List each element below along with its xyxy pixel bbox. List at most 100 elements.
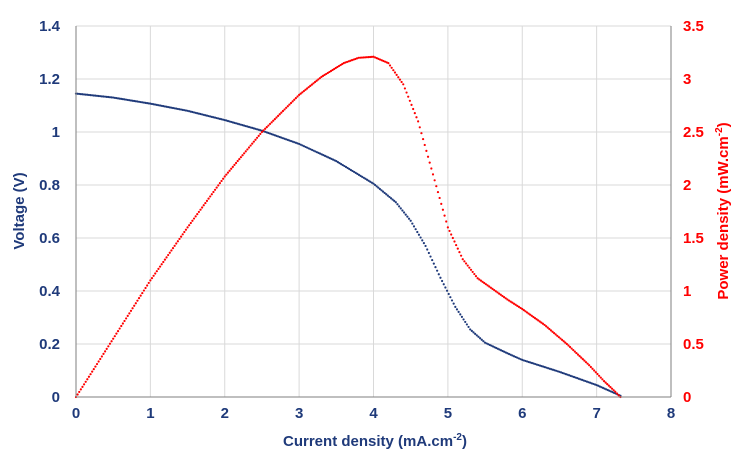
power-density-point <box>328 70 331 74</box>
voltage-point <box>377 186 380 189</box>
power-density-point <box>333 67 336 71</box>
voltage-point <box>455 308 459 311</box>
power-density-point <box>125 317 128 320</box>
power-density-point <box>176 240 179 243</box>
power-density-point <box>213 188 217 191</box>
power-density-point <box>586 362 589 365</box>
power-density-point <box>118 327 121 330</box>
power-density-point <box>383 60 387 63</box>
power-density-point <box>493 288 496 292</box>
power-density-point <box>152 274 155 277</box>
power-density-point <box>196 213 199 216</box>
power-density-point <box>94 365 97 368</box>
power-density-point <box>120 324 123 328</box>
y-right-tick-label: 1 <box>683 283 691 300</box>
voltage-point <box>369 180 372 183</box>
voltage-point <box>131 99 134 102</box>
voltage-point <box>375 185 378 188</box>
power-density-point <box>318 77 321 80</box>
y-left-tick-label: 0.2 <box>39 336 60 353</box>
y-right-axis-title-sup: -2 <box>714 127 725 136</box>
power-density-point <box>207 197 210 200</box>
voltage-point <box>432 262 435 265</box>
voltage-point <box>349 168 352 172</box>
voltage-point <box>146 102 149 105</box>
power-density-point <box>522 309 525 312</box>
power-density-point <box>259 132 262 136</box>
voltage-point <box>129 99 133 102</box>
power-density-point <box>137 297 141 300</box>
voltage-point <box>78 92 81 96</box>
voltage-point <box>427 251 430 255</box>
power-density-point <box>179 235 183 238</box>
voltage-point <box>506 352 509 355</box>
power-density-point <box>210 193 213 196</box>
power-density-point <box>304 88 307 91</box>
power-density-point <box>278 113 281 116</box>
voltage-point <box>365 178 369 181</box>
power-density-point <box>155 270 158 273</box>
power-density-point <box>388 64 392 67</box>
power-density-point <box>565 342 568 346</box>
x-tick-label: 8 <box>667 405 675 422</box>
voltage-point <box>139 100 142 104</box>
voltage-point <box>459 313 462 316</box>
voltage-point <box>92 94 95 97</box>
x-axis-title: Current density (mA.cm-2) <box>283 432 467 450</box>
power-density-point <box>433 179 436 182</box>
voltage-point <box>399 207 402 210</box>
power-density-point <box>283 108 286 111</box>
power-density-point <box>610 387 614 390</box>
power-density-point <box>342 62 345 65</box>
power-density-point <box>197 210 200 214</box>
power-density-point <box>408 99 411 102</box>
voltage-point <box>391 198 394 201</box>
power-density-point <box>548 327 551 331</box>
power-density-point <box>420 132 423 135</box>
voltage-point <box>450 299 454 302</box>
power-density-point <box>334 66 337 70</box>
power-density-point <box>209 195 212 198</box>
power-density-point <box>570 347 573 350</box>
power-density-point <box>421 137 425 141</box>
voltage-point <box>467 325 470 329</box>
power-density-point <box>270 121 273 124</box>
voltage-point <box>112 96 115 99</box>
power-density-point <box>601 378 604 381</box>
power-density-point <box>354 57 357 61</box>
power-density-point <box>97 360 100 363</box>
power-density-point <box>186 226 189 229</box>
power-density-point <box>474 275 478 278</box>
power-density-point <box>89 373 92 376</box>
power-density-point <box>192 217 196 220</box>
power-density-point <box>459 254 463 257</box>
voltage-point <box>511 354 514 357</box>
voltage-point <box>426 248 429 251</box>
power-density-point <box>267 124 270 127</box>
voltage-point <box>335 160 338 163</box>
power-density-point <box>506 298 509 301</box>
voltage-point <box>465 323 468 326</box>
power-density-point <box>606 383 609 386</box>
power-density-point <box>573 350 576 353</box>
power-density-point <box>150 276 154 280</box>
power-density-point <box>456 247 459 250</box>
voltage-point <box>351 169 354 173</box>
power-density-point <box>299 92 302 95</box>
power-density-point <box>230 167 233 170</box>
voltage-point <box>116 97 120 100</box>
voltage-point <box>373 183 377 187</box>
voltage-point <box>95 94 99 97</box>
voltage-point <box>367 179 370 182</box>
power-density-point <box>466 264 469 267</box>
x-tick-label: 6 <box>518 405 526 422</box>
power-density-point <box>254 138 257 141</box>
power-density-point <box>189 221 192 225</box>
voltage-point <box>99 95 102 98</box>
voltage-point <box>344 165 348 169</box>
x-tick-label: 2 <box>221 405 229 422</box>
power-density-point <box>288 103 291 106</box>
power-density-point <box>112 337 115 340</box>
power-density-point <box>204 201 207 205</box>
power-density-point <box>560 338 564 342</box>
